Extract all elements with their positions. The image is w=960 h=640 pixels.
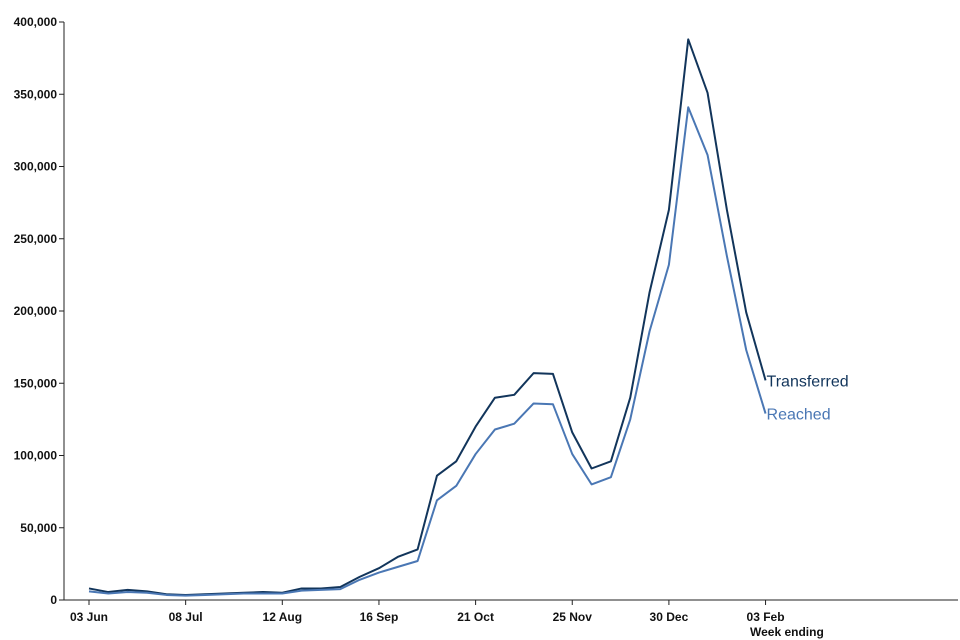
series-line-reached bbox=[88, 106, 767, 597]
x-tick-label: 30 Dec bbox=[650, 610, 689, 624]
series-line-transferred bbox=[88, 38, 767, 596]
y-tick-label: 250,000 bbox=[14, 232, 58, 246]
y-tick-label: 100,000 bbox=[14, 449, 58, 463]
series-labels: Transferred Reached bbox=[767, 373, 849, 423]
x-tick-label: 08 Jul bbox=[169, 610, 203, 624]
x-tick-label: 21 Oct bbox=[457, 610, 494, 624]
y-tick-label: 0 bbox=[50, 593, 57, 607]
y-tick-label: 350,000 bbox=[14, 87, 58, 101]
x-tick-label: 12 Aug bbox=[263, 610, 303, 624]
x-tick-label: 03 Jun bbox=[70, 610, 108, 624]
x-axis: 03 Jun 08 Jul 12 Aug 16 Sep 21 Oct 25 Nov 30 D… bbox=[64, 599, 958, 639]
series-label-transferred: Transferred bbox=[767, 373, 849, 390]
y-tick-label: 300,000 bbox=[14, 160, 58, 174]
x-tick-label: 03 Feb bbox=[747, 610, 785, 624]
x-tick-label: 16 Sep bbox=[360, 610, 399, 624]
x-tick-label: 25 Nov bbox=[553, 610, 593, 624]
series-lines bbox=[88, 38, 767, 597]
y-tick-label: 50,000 bbox=[20, 521, 57, 535]
y-tick-label: 400,000 bbox=[14, 15, 58, 29]
x-axis-title: Week ending bbox=[750, 625, 824, 639]
y-tick-label: 150,000 bbox=[14, 376, 58, 390]
y-tick-label: 200,000 bbox=[14, 304, 58, 318]
y-axis: 0 50,000 100,000 150,000 200,000 250,000 300,0… bbox=[14, 15, 65, 607]
series-label-reached: Reached bbox=[767, 407, 831, 424]
